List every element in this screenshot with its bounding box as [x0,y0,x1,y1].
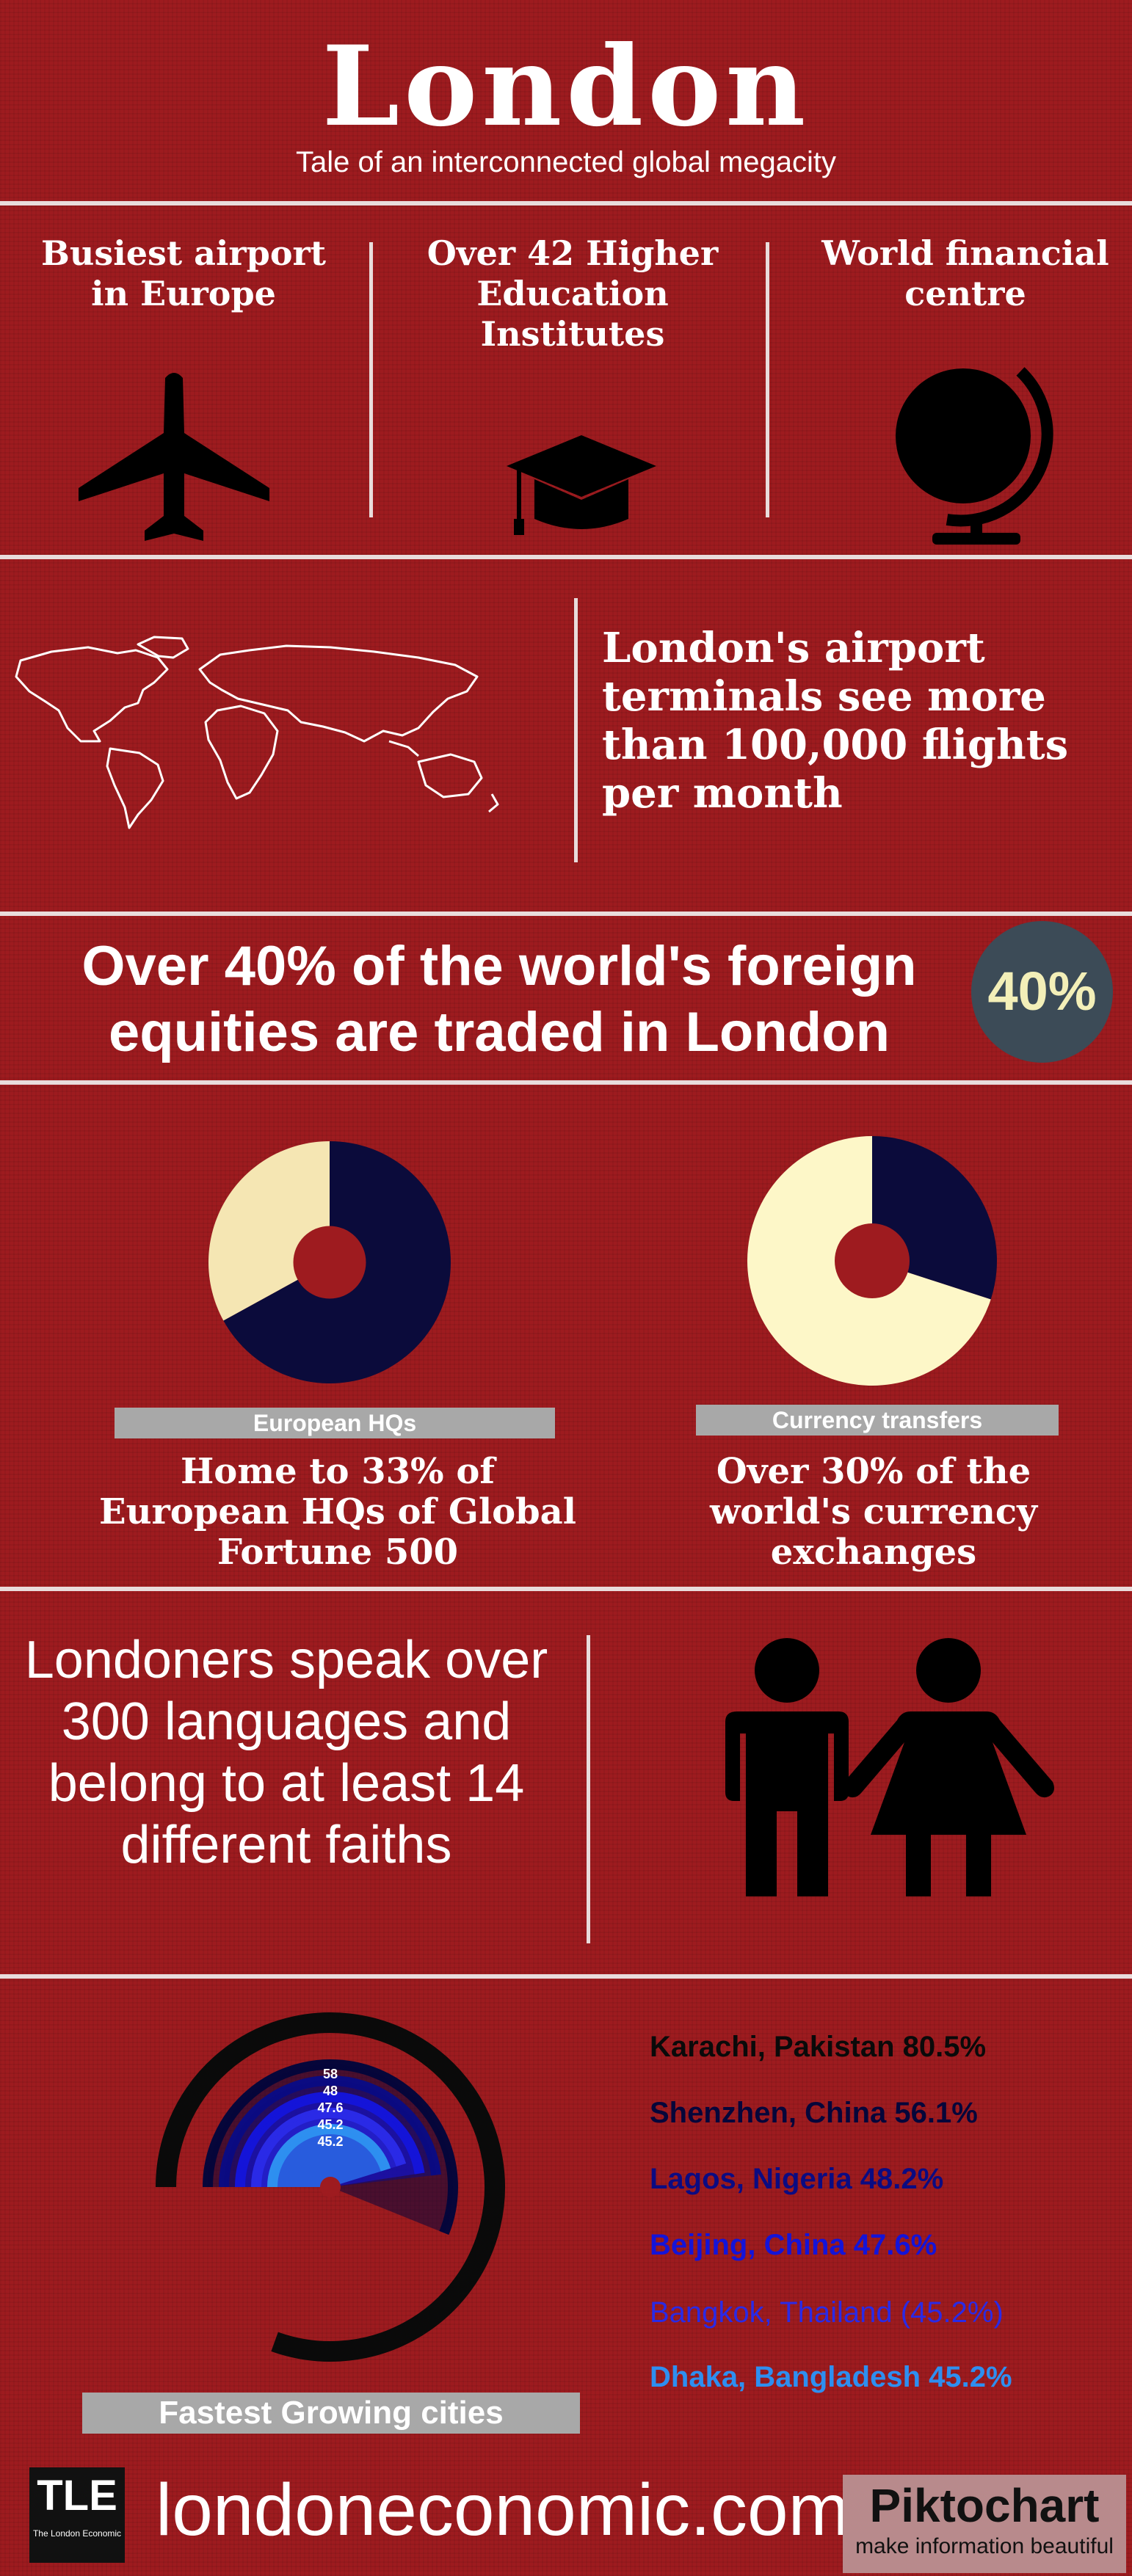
world-map-icon [15,636,499,829]
airport-flights-text: London's airport terminals see more than… [602,624,1069,818]
tle-logo-box[interactable] [29,2467,125,2563]
currency-transfers-caption: Over 30% of the world's currency exchang… [709,1451,1038,1573]
european-hqs-caption: Home to 33% of European HQs of Global Fo… [98,1451,576,1573]
currency-transfers-label: Currency transfers [696,1405,1059,1436]
divider [369,242,373,517]
globe-icon [896,367,1053,545]
graduation-cap-icon [507,435,656,535]
radial-center [320,2177,341,2197]
city-item-lagos: Lagos, Nigeria 48.2% [650,2163,944,2195]
radial-bar [156,2012,505,2362]
radial-tick-label: 48 [323,2084,338,2098]
percent-badge [971,921,1113,1063]
city-item-shenzhen: Shenzhen, China 56.1% [650,2097,978,2129]
tle-logo-subtitle: The London Economic [32,2528,122,2539]
percent-badge-label: 40% [987,961,1097,1022]
european-hqs-donut-chart [208,1141,451,1383]
languages-text: Londoners speak over 300 languages and b… [24,1631,548,1874]
fastest-growing-cities-radial-chart: 58 48 47.6 45.2 45.2 [156,2012,505,2362]
divider [0,1974,1132,1979]
piktochart-tagline: make information beautiful [855,2534,1114,2558]
divider [0,201,1132,205]
currency-transfers-donut-chart [747,1136,997,1386]
website-link[interactable]: londoneconomic.com [156,2469,849,2551]
man-woman-icon [725,1638,1054,1896]
feature-airport-text: Busiest airport in Europe [41,233,326,313]
radial-tick-label: 45.2 [317,2117,343,2132]
radial-bar-fill [272,2129,386,2187]
donut-hole [293,1226,366,1299]
piktochart-logo[interactable]: Piktochart [869,2479,1100,2532]
airplane-icon [79,373,269,541]
piktochart-badge[interactable] [843,2475,1126,2573]
page-title: London [322,22,810,151]
divider [574,598,578,862]
equities-text: Over 40% of the world's foreign equities… [81,935,917,1063]
radial-tick-label: 47.6 [317,2100,343,2115]
divider [0,555,1132,559]
feature-finance-text: World financial centre [821,233,1109,313]
divider [0,1080,1132,1085]
fastest-growing-cities-label: Fastest Growing cities [82,2393,580,2434]
city-item-karachi: Karachi, Pakistan 80.5% [650,2031,987,2063]
page-subtitle: Tale of an interconnected global megacit… [295,146,836,178]
radial-tick-label: 58 [323,2067,338,2081]
divider [587,1635,590,1943]
radial-tick-label: 45.2 [317,2134,343,2149]
city-item-dhaka: Dhaka, Bangladesh 45.2% [650,2361,1012,2393]
tle-logo[interactable]: TLE [37,2472,117,2519]
divider [0,912,1132,916]
divider [0,1587,1132,1591]
divider [766,242,769,517]
european-hqs-label: European HQs [115,1408,555,1438]
city-item-beijing: Beijing, China 47.6% [650,2229,937,2261]
feature-education-text: Over 42 Higher Education Institutes [427,233,719,354]
donut-hole [835,1223,910,1298]
city-item-bangkok: Bangkok, Thailand (45.2%) [650,2296,1004,2329]
